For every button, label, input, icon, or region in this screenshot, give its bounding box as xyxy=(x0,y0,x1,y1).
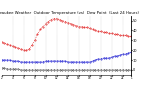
Title: Milwaukee Weather  Outdoor Temperature (vs)  Dew Point  (Last 24 Hours): Milwaukee Weather Outdoor Temperature (v… xyxy=(0,11,139,15)
